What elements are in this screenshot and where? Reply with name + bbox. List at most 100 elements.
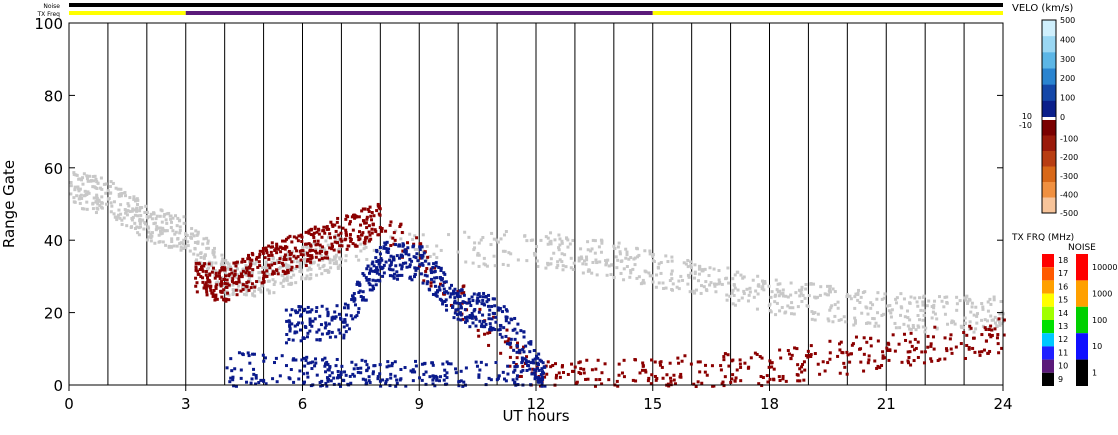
- scatter-cell: [190, 227, 194, 231]
- scatter-cell: [506, 339, 510, 343]
- scatter-cell: [241, 283, 245, 287]
- scatter-cell: [833, 303, 837, 307]
- scatter-cell: [80, 196, 84, 200]
- scatter-cell: [394, 384, 398, 388]
- scatter-cell: [237, 351, 241, 355]
- scatter-cell: [938, 295, 942, 299]
- scatter-cell: [234, 288, 238, 292]
- scatter-cell: [286, 257, 290, 261]
- scatter-cell: [288, 255, 292, 259]
- scatter-cell: [474, 317, 478, 321]
- scatter-cell: [658, 363, 662, 367]
- scatter-cell: [364, 359, 368, 363]
- scatter-cell: [264, 272, 268, 276]
- scatter-cell: [293, 324, 297, 328]
- velocity-mid-label-neg: -10: [1019, 121, 1032, 130]
- scatter-cell: [456, 317, 460, 321]
- scatter-cell: [275, 244, 279, 248]
- scatter-cell: [497, 374, 501, 378]
- scatter-cell: [471, 321, 475, 325]
- scatter-cell: [476, 328, 480, 332]
- scatter-cell: [258, 264, 262, 268]
- scatter-cell: [295, 249, 299, 253]
- scatter-cell: [376, 377, 380, 381]
- x-axis-ticks: 0 3 6 9 12 15 18 21 24: [64, 385, 1013, 413]
- scatter-cell: [287, 249, 291, 253]
- scatter-cell: [511, 328, 515, 332]
- scatter-cell: [852, 323, 856, 327]
- scatter-cell: [926, 334, 930, 338]
- scatter-cell: [364, 382, 368, 386]
- scatter-cell: [112, 212, 116, 216]
- scatter-cell: [178, 225, 182, 229]
- scatter-cell: [354, 363, 358, 367]
- scatter-cell: [225, 273, 229, 277]
- scatter-cell: [403, 248, 407, 252]
- scatter-cell: [804, 354, 808, 358]
- scatter-cell: [436, 289, 440, 293]
- scatter-cell: [495, 238, 499, 242]
- scatter-cell: [174, 214, 178, 218]
- scatter-cell: [795, 347, 799, 351]
- scatter-cell: [560, 241, 564, 245]
- scatter-cell: [294, 358, 298, 362]
- scatter-cell: [160, 220, 164, 224]
- scatter-cell: [508, 355, 512, 359]
- scatter-cell: [202, 264, 206, 268]
- scatter-cell: [267, 289, 271, 293]
- scatter-cell: [214, 281, 218, 285]
- scatter-cell: [199, 255, 203, 259]
- scatter-cell: [536, 264, 540, 268]
- scatter-cell: [836, 306, 840, 310]
- scatter-cell: [327, 257, 331, 261]
- scatter-cell: [877, 324, 881, 328]
- txfreq-swatch: [1042, 320, 1054, 334]
- txfreq-strip: [69, 11, 1003, 15]
- scatter-cell: [908, 318, 912, 322]
- scatter-cell: [272, 271, 276, 275]
- scatter-cell: [382, 263, 386, 267]
- scatter-cell: [748, 286, 752, 290]
- scatter-cell: [270, 272, 274, 276]
- velocity-swatch: [1042, 36, 1056, 53]
- scatter-cell: [158, 226, 162, 230]
- scatter-cell: [654, 285, 658, 289]
- scatter-cell: [384, 382, 388, 386]
- scatter-cell: [501, 249, 505, 253]
- scatter-cell: [294, 281, 298, 285]
- scatter-cell: [299, 258, 303, 262]
- txfreq-tick-label: 9: [1058, 375, 1063, 384]
- scatter-cell: [340, 257, 344, 261]
- scatter-cell: [882, 356, 886, 360]
- scatter-cell: [566, 245, 570, 249]
- scatter-cell: [181, 242, 185, 246]
- scatter-cell: [324, 239, 328, 243]
- scatter-cell: [301, 246, 305, 250]
- scatter-cell: [150, 217, 154, 221]
- scatter-cell: [174, 230, 178, 234]
- scatter-cell: [328, 246, 332, 250]
- scatter-cell: [981, 324, 985, 328]
- y-tick-label: 40: [44, 232, 63, 250]
- scatter-cell: [94, 211, 98, 215]
- scatter-cell: [234, 261, 238, 265]
- scatter-cell: [874, 321, 878, 325]
- scatter-cell: [527, 341, 531, 345]
- scatter-cell: [78, 177, 82, 181]
- scatter-cell: [519, 370, 523, 374]
- scatter-cell: [498, 332, 502, 336]
- scatter-cell: [777, 375, 781, 379]
- scatter-cell: [875, 366, 879, 370]
- scatter-cell: [365, 267, 369, 271]
- scatter-cell: [214, 293, 218, 297]
- scatter-cell: [845, 350, 849, 354]
- scatter-cell: [917, 325, 921, 329]
- scatter-cell: [475, 301, 479, 305]
- scatter-cell: [557, 371, 561, 375]
- scatter-cell: [281, 239, 285, 243]
- scatter-cell: [774, 313, 778, 317]
- scatter-cell: [395, 270, 399, 274]
- scatter-cell: [461, 285, 465, 289]
- scatter-cell: [729, 380, 733, 384]
- scatter-cell: [455, 301, 459, 305]
